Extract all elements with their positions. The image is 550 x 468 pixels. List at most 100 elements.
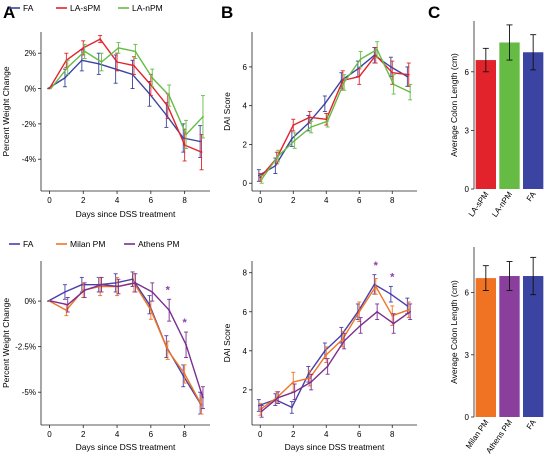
data-point [358, 310, 361, 313]
y-tick-label: 3 [465, 126, 470, 135]
x-tick-label: 4 [115, 430, 120, 439]
data-point [359, 58, 362, 61]
series-line [48, 38, 202, 153]
data-point [293, 139, 296, 142]
data-point [323, 349, 326, 352]
y-tick-label: -2.5% [15, 343, 36, 352]
data-point [392, 322, 395, 325]
data-point [325, 353, 328, 356]
data-point [260, 410, 263, 413]
y-tick-label: 4 [243, 347, 248, 356]
series-line [259, 54, 409, 178]
data-point [48, 87, 51, 90]
data-point [166, 349, 169, 352]
data-point [292, 124, 295, 126]
data-point [290, 406, 293, 409]
y-tick-label: -5% [22, 388, 36, 397]
data-point [407, 308, 410, 311]
x-tick-label: 8 [182, 430, 187, 439]
data-point [47, 300, 49, 302]
x-tick-label: 6 [149, 430, 154, 439]
x-tick-label: 0 [258, 430, 263, 439]
series-line [258, 54, 408, 177]
data-point [391, 71, 394, 74]
data-point [151, 291, 154, 293]
data-point [65, 309, 68, 312]
data-point [149, 84, 152, 86]
x-tick-label: 0 [47, 430, 52, 439]
data-point [340, 79, 343, 82]
category-label: LA-sPM [467, 190, 491, 219]
data-point [260, 178, 263, 181]
chart-c-top: 0 3 6 Average Colon Length (cm) LA-sPM LA-nPM… [449, 21, 544, 219]
data-point [199, 140, 202, 143]
data-point [168, 94, 171, 97]
data-point [116, 61, 118, 63]
data-point [182, 137, 185, 139]
data-point [185, 343, 187, 346]
data-point [310, 126, 313, 128]
data-point [374, 285, 377, 288]
data-point [308, 377, 311, 380]
data-point [257, 174, 260, 177]
y-axis-title: Average Colon Length (cm) [449, 53, 459, 157]
x-axis-title: Days since DSS treatment [76, 442, 176, 452]
chart-b-top: 0 2 4 6 8 0 2 4 6 DAI Score [222, 32, 417, 205]
data-point [114, 281, 117, 284]
data-point [131, 278, 134, 281]
y-axis-title: Percent Weight Change [1, 66, 11, 156]
y-axis-title: Percent Weight Change [1, 298, 11, 388]
y-tick-label: 4 [243, 102, 248, 111]
panel-letter-b: B [221, 3, 233, 22]
data-point [358, 75, 361, 78]
data-point [293, 390, 296, 393]
data-point [182, 374, 185, 377]
series-line [47, 278, 201, 404]
x-tick-label: 2 [81, 196, 86, 205]
x-tick-label: 8 [390, 196, 395, 205]
y-tick-label: 0 [243, 179, 248, 188]
y-tick-label: 2 [243, 140, 248, 149]
data-point [49, 87, 52, 90]
legend-label: LA-sPM [70, 3, 100, 13]
data-point [64, 77, 66, 79]
data-point [406, 75, 409, 78]
data-point [165, 114, 168, 116]
data-point [373, 283, 376, 286]
y-axis-title: DAI Score [222, 92, 232, 131]
series-line [261, 311, 411, 412]
data-point [376, 48, 379, 51]
x-axis-title: Days since DSS treatment [76, 209, 176, 219]
significance-marker: * [183, 317, 188, 329]
x-tick-label: 0 [258, 196, 263, 205]
data-point [341, 338, 344, 340]
data-point [389, 293, 392, 296]
y-tick-label: 6 [465, 289, 470, 298]
series-line [50, 47, 204, 136]
significance-marker: * [390, 271, 395, 283]
x-axis-title: Days since DSS treatment [285, 442, 385, 452]
x-tick-label: 2 [291, 196, 296, 205]
category-label: FA [525, 417, 538, 431]
data-point [326, 120, 329, 123]
chart-a-top: 0 2 4 6 8 -4% -2% 0% 2% Days since DSS treatment P… [1, 3, 210, 219]
data-point [64, 291, 66, 293]
data-point [80, 283, 83, 286]
y-axis-title: Average Colon Length (cm) [449, 280, 459, 384]
bar [475, 60, 497, 190]
x-tick-label: 4 [115, 196, 120, 205]
data-point [310, 381, 313, 383]
category-label: LA-nPM [490, 190, 514, 219]
x-tick-label: 0 [47, 196, 52, 205]
bar [499, 276, 520, 417]
data-point [183, 144, 186, 146]
data-point [183, 373, 186, 375]
data-point [259, 176, 262, 179]
data-point [259, 408, 262, 411]
x-tick-label: 8 [390, 430, 395, 439]
y-axis-title: DAI Score [222, 323, 232, 362]
data-point [47, 87, 49, 90]
y-tick-label: 8 [243, 269, 248, 278]
legend-label: Milan PM [70, 239, 105, 249]
data-point [341, 79, 344, 82]
